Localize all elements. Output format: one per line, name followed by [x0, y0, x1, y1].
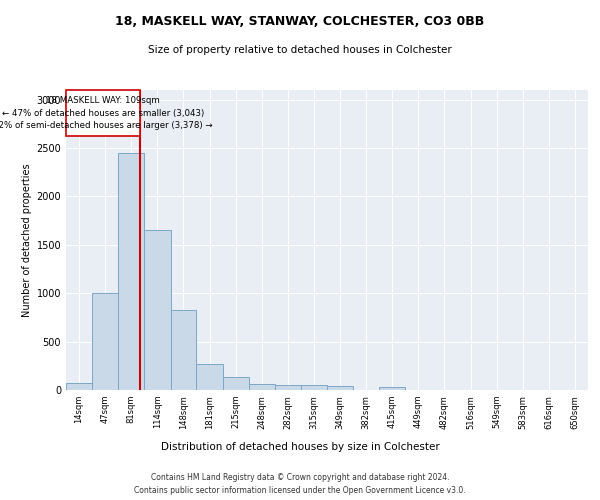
Bar: [328, 386, 353, 390]
Bar: [170, 310, 196, 390]
FancyBboxPatch shape: [66, 90, 140, 136]
Bar: [379, 387, 406, 390]
Bar: [118, 153, 144, 390]
Bar: [275, 385, 301, 390]
Bar: [92, 293, 118, 390]
Bar: [66, 382, 92, 390]
Bar: [196, 364, 223, 390]
Y-axis label: Number of detached properties: Number of detached properties: [22, 163, 32, 317]
Text: Size of property relative to detached houses in Colchester: Size of property relative to detached ho…: [148, 45, 452, 55]
Text: Distribution of detached houses by size in Colchester: Distribution of detached houses by size …: [161, 442, 439, 452]
Text: 18 MASKELL WAY: 109sqm
← 47% of detached houses are smaller (3,043)
52% of semi-: 18 MASKELL WAY: 109sqm ← 47% of detached…: [0, 96, 213, 130]
Bar: [223, 378, 248, 390]
Bar: [248, 384, 275, 390]
Text: Contains HM Land Registry data © Crown copyright and database right 2024.
Contai: Contains HM Land Registry data © Crown c…: [134, 474, 466, 495]
Bar: [144, 230, 170, 390]
Bar: [301, 385, 328, 390]
Text: 18, MASKELL WAY, STANWAY, COLCHESTER, CO3 0BB: 18, MASKELL WAY, STANWAY, COLCHESTER, CO…: [115, 15, 485, 28]
